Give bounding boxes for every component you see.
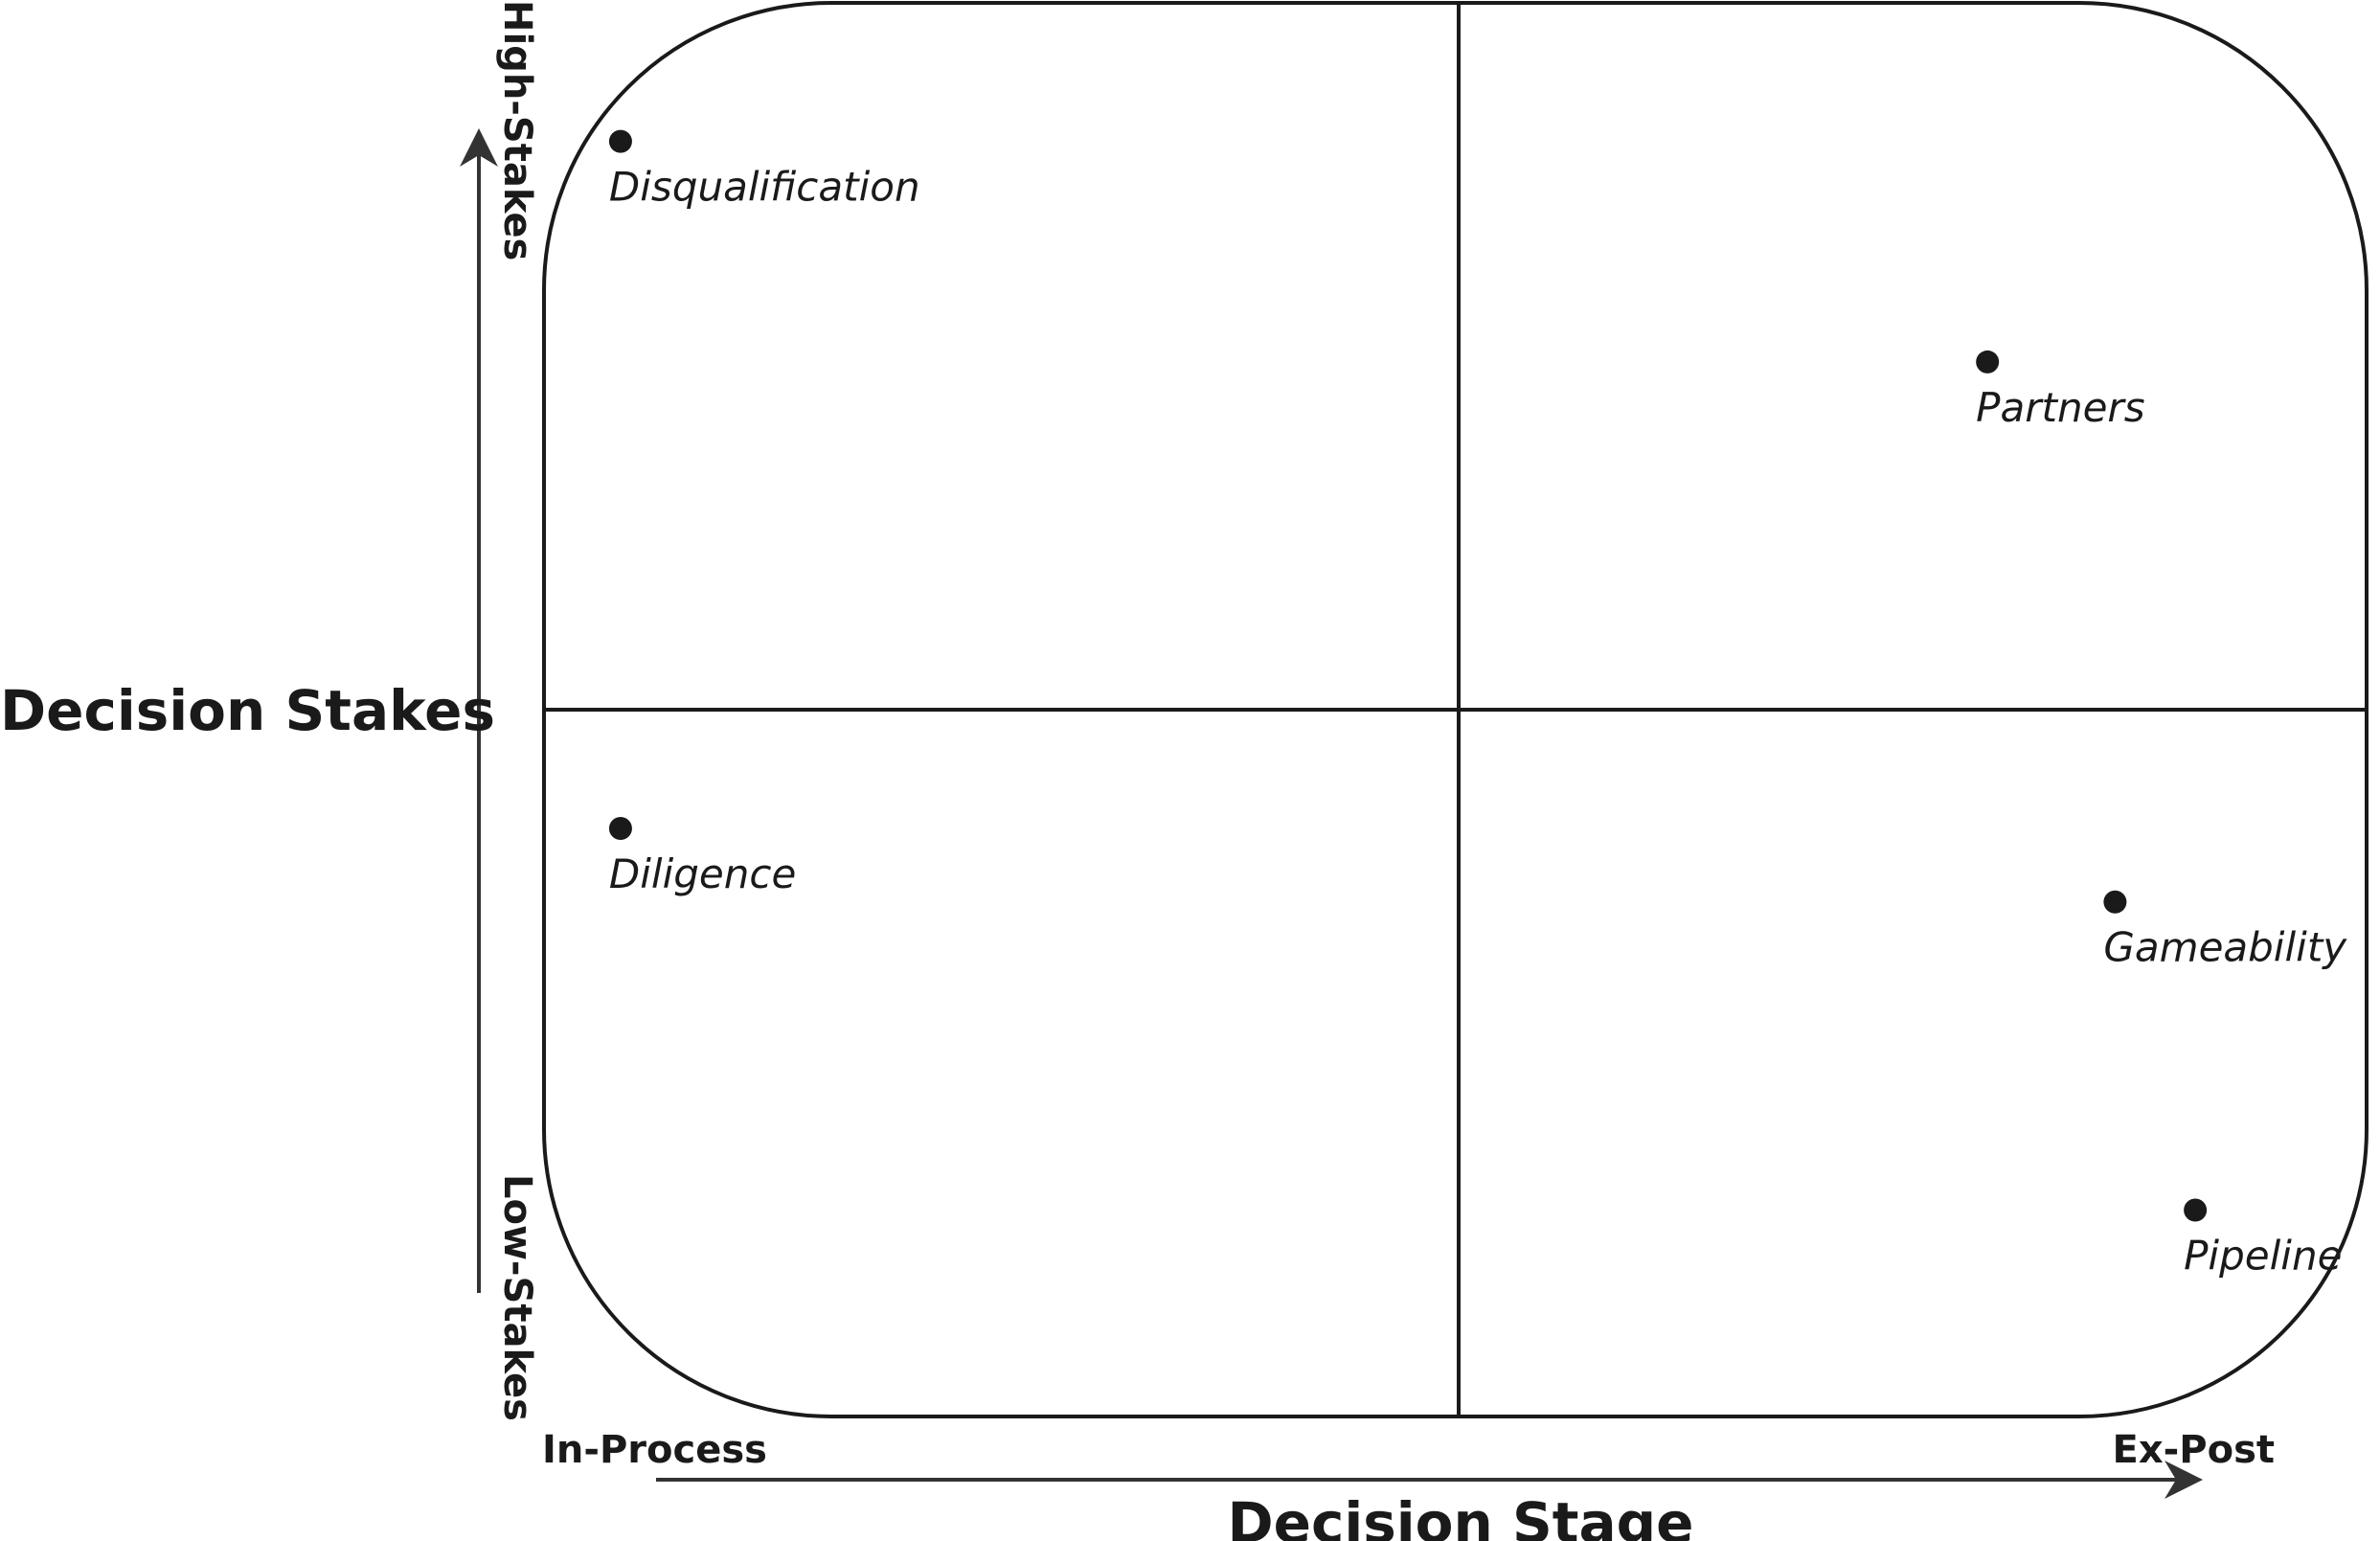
data-point-label: Partners: [1976, 384, 2144, 431]
data-point: Pipeline: [2184, 1198, 2342, 1280]
x-axis-end-label: Ex-Post: [2113, 1428, 2275, 1472]
x-axis-start-label: In-Process: [542, 1428, 767, 1472]
data-point-marker: [2184, 1198, 2208, 1222]
data-point-label: Gameability: [2103, 924, 2347, 971]
data-point-marker: [1976, 350, 2000, 374]
data-point-label: Diligence: [609, 850, 796, 897]
data-point: Disqualification: [608, 129, 920, 211]
points-layer: Disqualification Partners Diligence Gameabi…: [608, 129, 2347, 1280]
x-axis-title: Decision Stage: [1228, 1490, 1694, 1541]
data-point-marker: [608, 816, 632, 840]
data-point: Diligence: [608, 816, 796, 897]
y-axis-title: Decision Stakes: [0, 678, 495, 743]
data-point: Gameability: [2103, 890, 2347, 971]
data-point-label: Pipeline: [2184, 1233, 2342, 1280]
y-axis-high-label: High-Stakes: [495, 0, 539, 261]
data-point-marker: [608, 129, 632, 153]
data-point-marker: [2103, 890, 2127, 914]
data-point: Partners: [1976, 350, 2145, 431]
data-point-label: Disqualification: [609, 164, 920, 211]
y-axis-low-label: Low-Stakes: [495, 1174, 539, 1421]
